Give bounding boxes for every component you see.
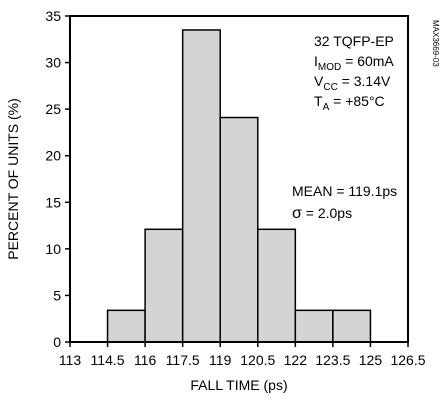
x-tick-label: 114.5 — [91, 352, 125, 368]
x-axis-title: FALL TIME (ps) — [190, 377, 287, 393]
ta-label: TA = +85°C — [314, 93, 385, 113]
x-tick-label: 125 — [359, 352, 383, 368]
histogram-bar — [294, 309, 334, 343]
imod-label: IMOD = 60mA — [314, 53, 394, 73]
x-tick-label: 113 — [59, 352, 82, 368]
x-tick-label: 126.5 — [390, 352, 425, 368]
y-tick-label: 25 — [45, 101, 61, 117]
histogram-bar — [257, 228, 297, 343]
y-axis-title: PERCENT OF UNITS (%) — [5, 98, 21, 260]
x-tick-label: 122 — [284, 352, 308, 368]
y-tick-label: 10 — [45, 241, 61, 257]
y-tick-label: 15 — [45, 194, 61, 210]
histogram-bar — [181, 29, 221, 343]
package-label: 32 TQFP-EP — [314, 33, 394, 49]
x-tick-label: 119 — [209, 352, 232, 368]
x-tick-label: 116 — [134, 352, 157, 368]
sigma-label: σ = 2.0ps — [292, 205, 352, 222]
x-tick-label: 123.5 — [315, 352, 350, 368]
histogram-bars — [106, 29, 372, 343]
statistics: MEAN = 119.1ps σ = 2.0ps — [292, 183, 397, 222]
test-conditions: 32 TQFP-EP IMOD = 60mA VCC = 3.14V TA = … — [314, 33, 394, 113]
x-tick-label: 120.5 — [240, 352, 275, 368]
y-tick-label: 5 — [53, 287, 61, 303]
y-tick-label: 0 — [53, 334, 61, 350]
histogram-bar — [332, 309, 372, 343]
vcc-label: VCC = 3.14V — [314, 73, 391, 93]
histogram-bar — [144, 228, 184, 343]
y-tick-label: 35 — [45, 8, 61, 24]
histogram-bar — [106, 309, 146, 343]
y-tick-label: 20 — [45, 148, 61, 164]
histogram-bar — [219, 116, 259, 343]
y-tick-label: 30 — [45, 55, 61, 71]
x-tick-label: 117.5 — [166, 352, 200, 368]
mean-label: MEAN = 119.1ps — [292, 183, 397, 199]
figure-id: MAX3669-03 — [431, 20, 440, 67]
plot-frame — [69, 15, 409, 343]
x-axis-ticks: 113 114.5 116 117.5 119 120.5 122 123.5 125 126.5 — [59, 342, 426, 368]
y-axis-ticks: 0 5 10 15 20 25 30 35 — [45, 8, 70, 350]
